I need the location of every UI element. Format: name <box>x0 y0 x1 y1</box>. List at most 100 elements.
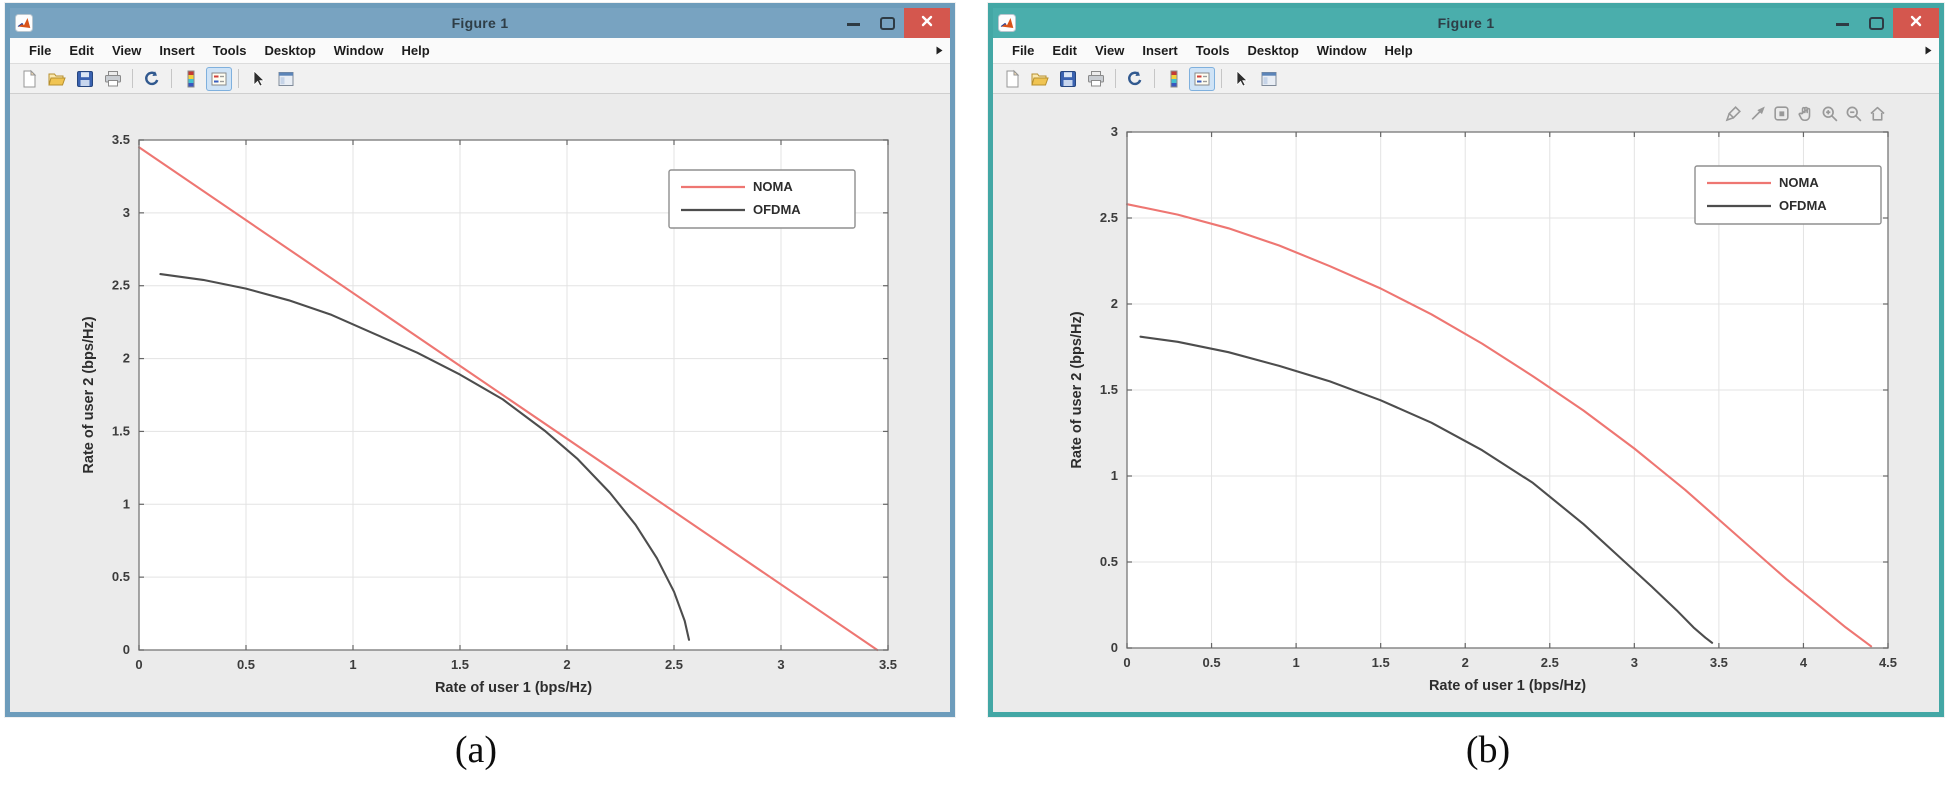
edit-plot-icon <box>248 69 268 89</box>
menu-item-window[interactable]: Window <box>1316 43 1367 58</box>
menu-item-insert[interactable]: Insert <box>1142 43 1178 58</box>
new-figure-icon <box>1002 69 1022 89</box>
minimize-icon <box>1835 23 1849 26</box>
menu-item-view[interactable]: View <box>111 43 142 58</box>
menu-item-file[interactable]: File <box>1012 43 1035 58</box>
menu-overflow-icon[interactable] <box>1925 46 1932 55</box>
maximize-button[interactable] <box>870 8 904 38</box>
open-file-icon <box>47 69 67 89</box>
close-button[interactable] <box>1893 8 1939 38</box>
axes-plot-b: 0 0.5 1 1.5 2 2.5 3 3.5 4 4.5 0 0.5 1 1.5 2 2.5 3 Rate of… <box>1069 124 1897 694</box>
menu-item-help[interactable]: Help <box>1384 43 1413 58</box>
legend[interactable]: NOMA OFDMA <box>1694 165 1882 225</box>
open-file-icon <box>1030 69 1050 89</box>
menu-item-view[interactable]: View <box>1094 43 1125 58</box>
export-icon <box>1772 104 1791 123</box>
plot-tools-button[interactable] <box>273 67 299 91</box>
new-figure-icon <box>19 69 39 89</box>
y-tick-label: 2.5 <box>1100 210 1118 225</box>
datatips-button[interactable] <box>1748 104 1767 123</box>
series-noma-line <box>137 146 879 652</box>
figure-toolbar <box>993 64 1939 94</box>
x-tick-label: 0.5 <box>1203 655 1221 670</box>
edit-plot-button[interactable] <box>1228 67 1254 91</box>
menu-item-tools[interactable]: Tools <box>212 43 247 58</box>
brush-button[interactable] <box>1724 104 1743 123</box>
x-tick-label: 4 <box>1800 655 1808 670</box>
maximize-button[interactable] <box>1859 8 1893 38</box>
new-figure-button[interactable] <box>16 67 42 91</box>
restore-view-button[interactable] <box>1868 104 1887 123</box>
save-figure-button[interactable] <box>1055 67 1081 91</box>
x-tick-label: 3 <box>1631 655 1638 670</box>
legend-label-noma: NOMA <box>753 179 793 194</box>
window-title: Figure 1 <box>451 15 509 31</box>
titlebar[interactable]: Figure 1 <box>993 8 1939 38</box>
print-figure-button[interactable] <box>1083 67 1109 91</box>
open-file-button[interactable] <box>1027 67 1053 91</box>
window-title: Figure 1 <box>1437 15 1495 31</box>
x-tick-label: 0 <box>1123 655 1130 670</box>
x-tick-label: 2.5 <box>665 657 683 672</box>
restore-view-icon <box>1868 104 1887 123</box>
export-button[interactable] <box>1772 104 1791 123</box>
close-icon <box>918 12 936 35</box>
menu-item-window[interactable]: Window <box>333 43 384 58</box>
y-tick-label: 2.5 <box>112 278 130 293</box>
menu-item-desktop[interactable]: Desktop <box>1247 43 1299 58</box>
zoom-out-button[interactable] <box>1844 104 1863 123</box>
menu-overflow-icon[interactable] <box>936 46 943 55</box>
figure-window-a: Figure 1 File Edit View Insert Tools Desktop W… <box>5 3 955 717</box>
print-figure-button[interactable] <box>100 67 126 91</box>
x-tick-label: 4.5 <box>1879 655 1897 670</box>
y-tick-label: 2 <box>123 351 130 366</box>
y-tick-label: 0 <box>123 642 130 657</box>
menu-item-file[interactable]: File <box>29 43 52 58</box>
pan-button[interactable] <box>1796 104 1815 123</box>
x-tick-label: 3 <box>777 657 784 672</box>
series-ofdma-line <box>159 273 691 641</box>
axes-toolbar <box>1724 104 1887 123</box>
insert-legend-button[interactable] <box>1189 66 1215 91</box>
insert-legend-button[interactable] <box>206 66 232 91</box>
axes-plot-a: 0 0.5 1 1.5 2 2.5 3 3.5 0 0.5 1 1.5 2 2.5 3 3.5 Rate of … <box>81 132 897 696</box>
x-tick-label: 0.5 <box>237 657 255 672</box>
plot-tools-button[interactable] <box>1256 67 1282 91</box>
zoom-in-button[interactable] <box>1820 104 1839 123</box>
save-figure-button[interactable] <box>72 67 98 91</box>
x-tick-label: 1.5 <box>1372 655 1390 670</box>
edit-plot-button[interactable] <box>245 67 271 91</box>
new-figure-button[interactable] <box>999 67 1025 91</box>
y-tick-label: 1.5 <box>112 423 130 438</box>
rotate-3d-button[interactable] <box>139 67 165 91</box>
save-figure-icon <box>1058 69 1078 89</box>
minimize-button[interactable] <box>1825 8 1859 38</box>
menu-item-tools[interactable]: Tools <box>1195 43 1230 58</box>
x-tick-label: 1 <box>349 657 356 672</box>
titlebar[interactable]: Figure 1 <box>10 8 950 38</box>
insert-colorbar-button[interactable] <box>178 67 204 91</box>
brush-icon <box>1724 104 1743 123</box>
legend[interactable]: NOMA OFDMA <box>668 169 856 229</box>
menubar: File Edit View Insert Tools Desktop Window Help <box>993 38 1939 64</box>
toolbar-separator <box>1115 69 1116 88</box>
figure-canvas-b: 0 0.5 1 1.5 2 2.5 3 3.5 4 4.5 0 0.5 1 1.5 2 2.5 3 Rate of… <box>993 94 1939 712</box>
open-file-button[interactable] <box>44 67 70 91</box>
minimize-button[interactable] <box>836 8 870 38</box>
menu-item-edit[interactable]: Edit <box>69 43 94 58</box>
y-tick-label: 1.5 <box>1100 382 1118 397</box>
x-tick-label: 2 <box>1462 655 1469 670</box>
caption-b: (b) <box>1465 729 1511 771</box>
rotate-3d-icon <box>1125 69 1145 89</box>
insert-colorbar-button[interactable] <box>1161 67 1187 91</box>
menu-item-help[interactable]: Help <box>401 43 430 58</box>
rotate-3d-button[interactable] <box>1122 67 1148 91</box>
x-axis-label: Rate of user 1 (bps/Hz) <box>435 680 592 696</box>
menu-item-insert[interactable]: Insert <box>159 43 195 58</box>
series-noma-line <box>1125 203 1873 648</box>
series-ofdma-line <box>1139 335 1714 644</box>
x-tick-label: 1 <box>1292 655 1299 670</box>
menu-item-edit[interactable]: Edit <box>1052 43 1077 58</box>
close-button[interactable] <box>904 8 950 38</box>
menu-item-desktop[interactable]: Desktop <box>264 43 316 58</box>
